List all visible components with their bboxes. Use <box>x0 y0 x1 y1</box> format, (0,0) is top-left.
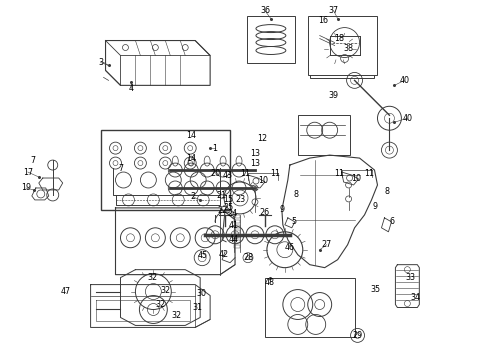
Text: 28: 28 <box>243 253 253 262</box>
Text: 47: 47 <box>61 287 71 296</box>
Bar <box>100 130 230 210</box>
Bar <box>298 115 349 155</box>
Text: 23: 23 <box>235 195 245 204</box>
Text: 17: 17 <box>23 167 33 176</box>
Text: 18: 18 <box>335 34 344 43</box>
Bar <box>234 240 240 243</box>
Text: 21: 21 <box>216 192 226 201</box>
Text: 7: 7 <box>30 156 35 165</box>
Text: 4: 4 <box>129 84 134 93</box>
Text: 6: 6 <box>390 217 395 226</box>
Text: 29: 29 <box>352 331 363 340</box>
Text: 32: 32 <box>147 273 157 282</box>
Text: 48: 48 <box>265 278 275 287</box>
Text: 43: 43 <box>223 171 233 180</box>
Text: 1: 1 <box>213 144 218 153</box>
Text: 39: 39 <box>329 91 339 100</box>
Text: 35: 35 <box>370 285 381 294</box>
Bar <box>234 225 240 228</box>
Text: 34: 34 <box>410 293 420 302</box>
Text: 32: 32 <box>160 286 171 295</box>
Text: 13: 13 <box>250 149 260 158</box>
Bar <box>234 215 240 218</box>
Text: 13: 13 <box>250 158 260 167</box>
Text: 15: 15 <box>223 195 233 204</box>
Text: 9: 9 <box>373 202 378 211</box>
Text: 19: 19 <box>21 184 31 193</box>
Bar <box>234 235 240 238</box>
Text: 38: 38 <box>343 44 354 53</box>
Text: 11: 11 <box>270 168 280 177</box>
Text: 41: 41 <box>229 221 239 230</box>
Text: 31: 31 <box>192 303 202 312</box>
Text: 36: 36 <box>260 6 270 15</box>
Text: 11: 11 <box>365 168 374 177</box>
Text: 14: 14 <box>186 154 196 163</box>
Text: 22: 22 <box>217 206 227 215</box>
Bar <box>234 245 240 248</box>
Text: 8: 8 <box>294 190 298 199</box>
Text: 37: 37 <box>329 6 339 15</box>
Text: 10: 10 <box>351 174 362 183</box>
Text: 45: 45 <box>198 251 208 260</box>
Text: 40: 40 <box>402 114 413 123</box>
Text: 46: 46 <box>285 243 295 252</box>
Text: 44: 44 <box>229 235 239 244</box>
Text: 30: 30 <box>196 289 206 298</box>
Text: 16: 16 <box>318 16 328 25</box>
Bar <box>308 15 377 75</box>
Text: 25: 25 <box>223 203 233 212</box>
Text: 14: 14 <box>186 131 196 140</box>
Text: 12: 12 <box>257 134 267 143</box>
Text: 32: 32 <box>171 311 181 320</box>
Bar <box>234 220 240 223</box>
Text: 40: 40 <box>399 76 409 85</box>
Text: 32: 32 <box>155 300 166 309</box>
Text: 27: 27 <box>321 240 332 249</box>
Text: 33: 33 <box>405 273 416 282</box>
Text: 26: 26 <box>260 208 270 217</box>
Bar <box>265 278 355 337</box>
Text: 42: 42 <box>219 250 229 259</box>
Text: 10: 10 <box>258 176 268 185</box>
Text: 20: 20 <box>210 168 220 177</box>
Text: 11: 11 <box>335 168 344 177</box>
Text: 24: 24 <box>227 210 237 219</box>
Text: 3: 3 <box>98 58 103 67</box>
Text: 2: 2 <box>191 193 196 202</box>
Bar <box>234 230 240 233</box>
Text: 7: 7 <box>118 163 123 172</box>
Bar <box>310 19 374 78</box>
Bar <box>247 15 295 63</box>
Text: 8: 8 <box>385 188 390 197</box>
Text: 9: 9 <box>279 206 284 215</box>
Text: 5: 5 <box>291 217 296 226</box>
Text: 11: 11 <box>240 168 250 177</box>
